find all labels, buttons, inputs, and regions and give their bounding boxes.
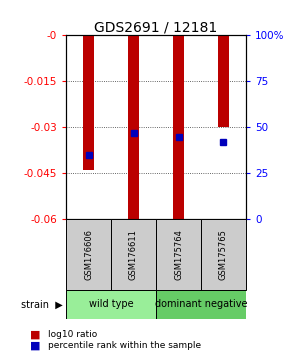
Bar (83, 35, 94, 170)
Text: ■: ■ (30, 340, 40, 350)
Text: wild type: wild type (89, 299, 133, 309)
Bar (173, 35, 184, 219)
Bar (66, 290, 156, 319)
Bar (111, 219, 156, 290)
Text: log10 ratio: log10 ratio (48, 330, 97, 339)
Text: ■: ■ (30, 330, 40, 339)
Bar (156, 290, 246, 319)
Bar (201, 219, 246, 290)
Text: strain  ▶: strain ▶ (21, 299, 63, 309)
Text: dominant negative: dominant negative (155, 299, 247, 309)
Text: GSM176606: GSM176606 (84, 229, 93, 280)
Text: GSM175764: GSM175764 (174, 229, 183, 280)
Text: GSM176611: GSM176611 (129, 229, 138, 280)
Title: GDS2691 / 12181: GDS2691 / 12181 (94, 20, 218, 34)
Text: GSM175765: GSM175765 (219, 229, 228, 280)
Bar (218, 35, 229, 127)
Bar (156, 219, 201, 290)
Bar (128, 35, 139, 219)
Bar (66, 219, 111, 290)
Text: percentile rank within the sample: percentile rank within the sample (48, 341, 201, 350)
